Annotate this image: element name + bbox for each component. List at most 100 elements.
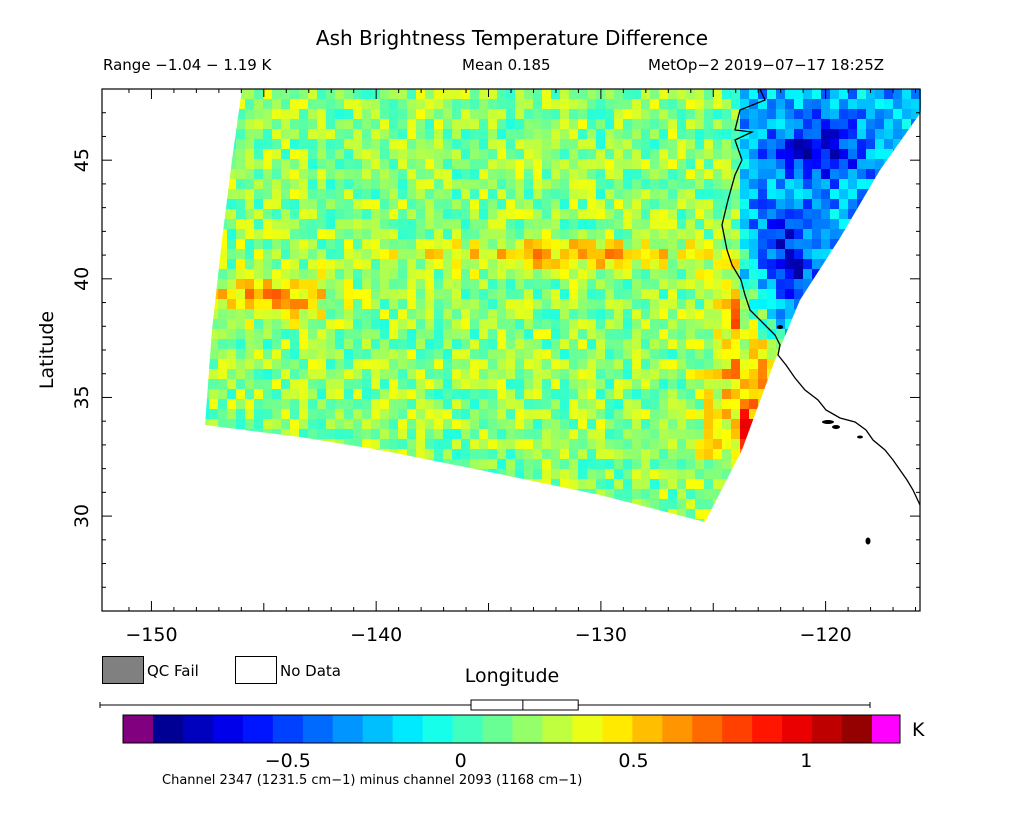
swath-pixel xyxy=(227,309,237,320)
swath-pixel xyxy=(371,249,381,260)
swath-pixel xyxy=(632,429,642,440)
swath-pixel xyxy=(218,109,228,120)
colorbar-segment xyxy=(632,715,663,743)
swath-pixel xyxy=(452,349,462,360)
swath-pixel xyxy=(821,469,831,480)
swath-pixel xyxy=(632,439,642,450)
swath-pixel xyxy=(371,319,381,330)
swath-pixel xyxy=(416,479,426,490)
swath-pixel xyxy=(326,439,336,450)
swath-pixel xyxy=(524,129,534,140)
swath-pixel xyxy=(227,519,237,522)
swath-pixel xyxy=(308,519,318,522)
swath-pixel xyxy=(380,249,390,260)
swath-pixel xyxy=(524,379,534,390)
swath-pixel xyxy=(641,119,651,130)
swath-pixel xyxy=(776,179,786,190)
swath-pixel xyxy=(236,429,246,440)
swath-pixel xyxy=(893,259,903,270)
swath-pixel xyxy=(758,219,768,230)
swath-pixel xyxy=(650,289,660,300)
swath-pixel xyxy=(443,209,453,220)
swath-pixel xyxy=(569,209,579,220)
colorbar-segment xyxy=(812,715,843,743)
swath-pixel xyxy=(353,459,363,470)
swath-pixel xyxy=(506,249,516,260)
swath-pixel xyxy=(857,489,867,500)
swath-pixel xyxy=(245,329,255,340)
swath-pixel xyxy=(371,269,381,280)
swath-pixel xyxy=(362,209,372,220)
swath-pixel xyxy=(452,359,462,370)
swath-pixel xyxy=(821,339,831,350)
swath-pixel xyxy=(353,239,363,250)
swath-pixel xyxy=(281,389,291,400)
swath-pixel xyxy=(542,139,552,150)
swath-pixel xyxy=(677,219,687,230)
swath-pixel xyxy=(857,109,867,120)
swath-pixel xyxy=(677,339,687,350)
swath-pixel xyxy=(857,309,867,320)
swath-pixel xyxy=(209,479,219,490)
swath-pixel xyxy=(362,139,372,150)
swath-pixel xyxy=(659,359,669,370)
swath-pixel xyxy=(632,479,642,490)
swath-pixel xyxy=(659,139,669,150)
swath-pixel xyxy=(740,309,750,320)
swath-pixel xyxy=(344,139,354,150)
swath-pixel xyxy=(524,219,534,230)
swath-pixel xyxy=(857,279,867,290)
swath-pixel xyxy=(596,189,606,200)
swath-pixel xyxy=(587,129,597,140)
swath-pixel xyxy=(245,269,255,280)
swath-pixel xyxy=(623,209,633,220)
swath-pixel xyxy=(542,459,552,470)
swath-pixel xyxy=(299,209,309,220)
swath-pixel xyxy=(254,299,264,310)
swath-pixel xyxy=(497,229,507,240)
swath-pixel xyxy=(848,309,858,320)
swath-pixel xyxy=(506,459,516,470)
swath-pixel xyxy=(911,99,921,110)
swath-pixel xyxy=(524,459,534,470)
swath-pixel xyxy=(731,379,741,390)
swath-pixel xyxy=(362,269,372,280)
swath-pixel xyxy=(614,349,624,360)
swath-pixel xyxy=(704,89,714,100)
swath-pixel xyxy=(205,209,210,220)
swath-pixel xyxy=(875,309,885,320)
swath-pixel xyxy=(731,509,741,520)
swath-pixel xyxy=(668,389,678,400)
swath-pixel xyxy=(893,149,903,160)
swath-pixel xyxy=(884,319,894,330)
swath-pixel xyxy=(380,109,390,120)
swath-pixel xyxy=(533,299,543,310)
swath-pixel xyxy=(281,419,291,430)
swath-pixel xyxy=(353,479,363,490)
swath-pixel xyxy=(506,329,516,340)
swath-pixel xyxy=(506,209,516,220)
swath-pixel xyxy=(479,109,489,120)
swath-pixel xyxy=(515,399,525,410)
swath-pixel xyxy=(578,239,588,250)
swath-pixel xyxy=(263,229,273,240)
swath-pixel xyxy=(272,349,282,360)
swath-pixel xyxy=(227,129,237,140)
swath-pixel xyxy=(839,479,849,490)
swath-pixel xyxy=(515,339,525,350)
colorbar-segment xyxy=(392,715,424,743)
swath-pixel xyxy=(362,189,372,200)
swath-pixel xyxy=(398,399,408,410)
swath-pixel xyxy=(668,139,678,150)
swath-pixel xyxy=(407,479,417,490)
swath-pixel xyxy=(326,299,336,310)
swath-pixel xyxy=(326,139,336,150)
swath-pixel xyxy=(785,289,795,300)
swath-pixel xyxy=(632,109,642,120)
swath-pixel xyxy=(713,249,723,260)
swath-pixel xyxy=(245,189,255,200)
swath-pixel xyxy=(677,119,687,130)
swath-pixel xyxy=(902,319,912,330)
swath-pixel xyxy=(353,519,363,522)
